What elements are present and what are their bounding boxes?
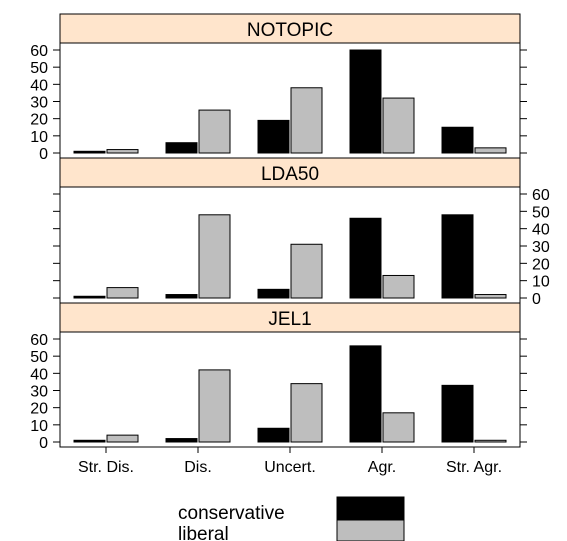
bar-liberal [382,412,415,443]
legend-swatch-liberal [336,519,405,541]
bar-conservative [73,150,106,154]
panel-title: NOTOPIC [247,20,333,41]
bar-liberal [474,439,507,443]
bar-conservative [257,427,290,443]
x-tick-label: Dis. [184,459,212,476]
bar-conservative [73,439,106,443]
bar-conservative [257,119,290,154]
y-tick-label: 50 [30,60,48,77]
panel-title: JEL1 [268,309,311,330]
bar-liberal [290,243,323,299]
bar-conservative [441,214,474,299]
x-tick-label: Uncert. [264,459,316,476]
bar-liberal [474,147,507,154]
y-tick-label: 40 [30,366,48,383]
bar-liberal [106,149,139,154]
legend-label-conservative: conservative [178,503,285,524]
bar-liberal [474,294,507,299]
y-tick-label: 0 [532,291,541,308]
legend-label-liberal: liberal [178,524,229,541]
bar-conservative [349,345,382,443]
y-tick-label: 30 [30,95,48,112]
x-tick-label: Agr. [368,459,396,476]
y-tick-label: 60 [532,187,550,204]
bar-conservative [165,142,198,154]
x-tick-label: Str. Agr. [446,459,502,476]
y-tick-label: 40 [30,77,48,94]
x-tick-label: Str. Dis. [78,459,134,476]
y-tick-label: 20 [30,401,48,418]
y-tick-label: 50 [30,349,48,366]
legend-swatch-conservative [336,496,405,520]
panel-strip [59,302,521,333]
bar-liberal [198,214,231,299]
y-tick-label: 60 [30,332,48,349]
y-tick-label: 10 [30,129,48,146]
y-tick-label: 50 [532,204,550,221]
y-tick-label: 40 [532,222,550,239]
y-tick-label: 30 [532,239,550,256]
bar-liberal [198,109,231,154]
bar-conservative [441,126,474,154]
bar-liberal [106,434,139,443]
bar-conservative [165,438,198,443]
bar-liberal [198,369,231,443]
bar-liberal [290,383,323,443]
y-tick-label: 20 [532,256,550,273]
bar-conservative [441,384,474,443]
bar-liberal [382,274,415,299]
y-tick-label: 10 [30,418,48,435]
y-tick-label: 20 [30,112,48,129]
panel-title: LDA50 [261,164,319,185]
bar-conservative [165,294,198,299]
y-tick-label: 30 [30,384,48,401]
bar-conservative [257,288,290,299]
y-tick-label: 0 [39,146,48,163]
bar-conservative [73,295,106,299]
bar-conservative [349,49,382,154]
y-tick-label: 60 [30,43,48,60]
y-tick-label: 10 [532,274,550,291]
bar-liberal [382,97,415,154]
bar-conservative [349,217,382,299]
y-tick-label: 0 [39,435,48,452]
bar-liberal [106,287,139,299]
panel-strip [59,157,521,188]
bar-liberal [290,87,323,154]
panel-strip [59,13,521,44]
